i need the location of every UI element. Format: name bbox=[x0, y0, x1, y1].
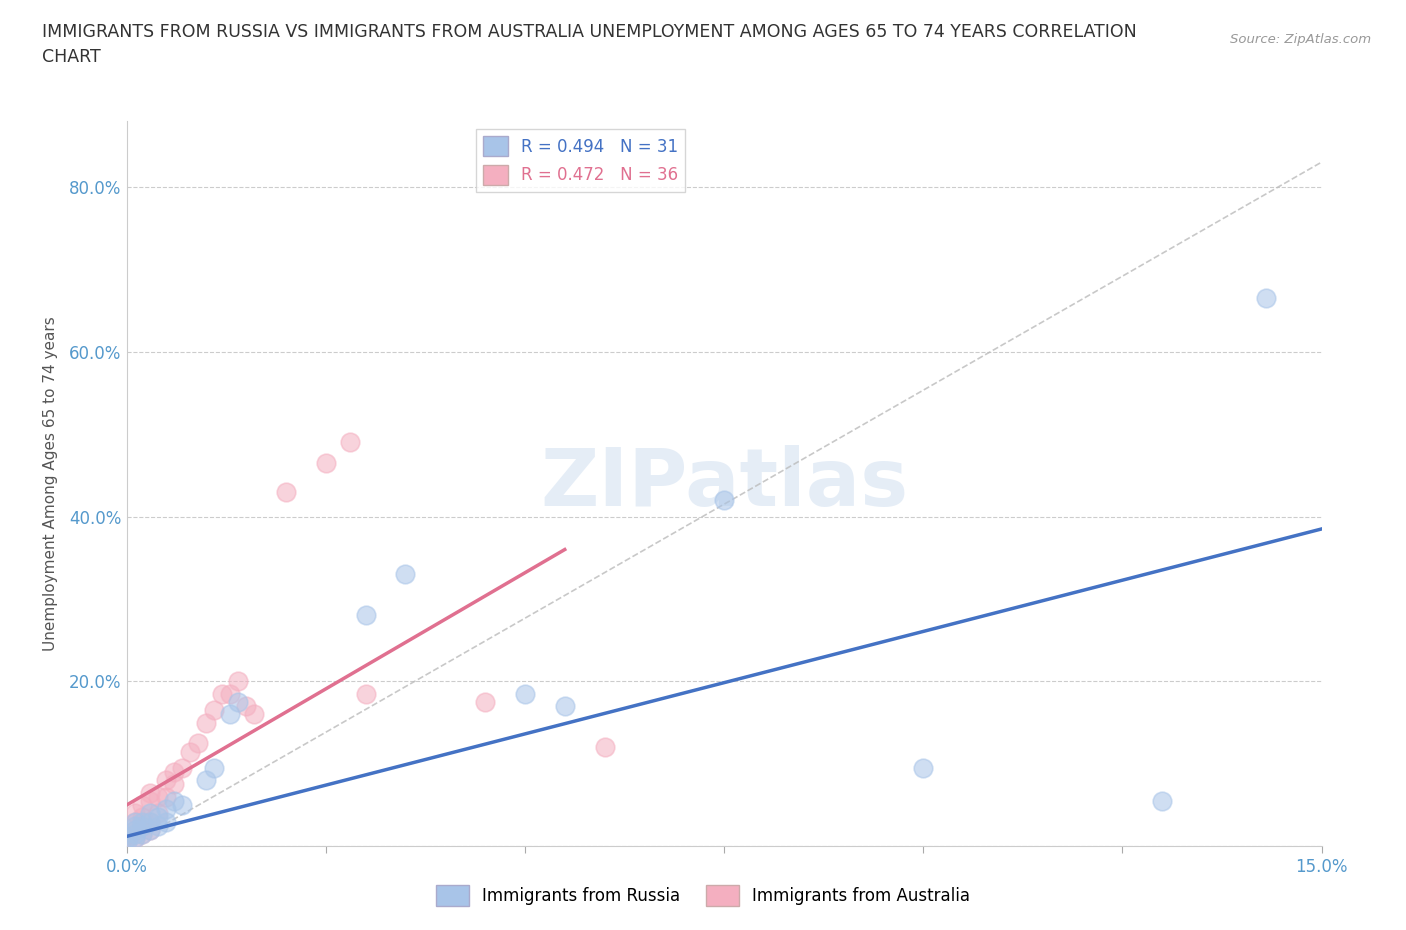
Y-axis label: Unemployment Among Ages 65 to 74 years: Unemployment Among Ages 65 to 74 years bbox=[44, 316, 58, 651]
Point bbox=[148, 810, 170, 825]
Point bbox=[474, 695, 496, 710]
Point bbox=[1254, 291, 1277, 306]
Point bbox=[163, 793, 186, 808]
Point bbox=[172, 761, 194, 776]
Point bbox=[115, 835, 138, 850]
Point bbox=[155, 790, 177, 804]
Point bbox=[139, 822, 162, 837]
Point bbox=[226, 695, 249, 710]
Point bbox=[315, 456, 337, 471]
Point bbox=[912, 761, 935, 776]
Point bbox=[394, 566, 416, 582]
Point bbox=[124, 814, 146, 829]
Legend: Immigrants from Russia, Immigrants from Australia: Immigrants from Russia, Immigrants from … bbox=[429, 879, 977, 912]
Point bbox=[131, 818, 153, 833]
Point bbox=[195, 773, 218, 788]
Point bbox=[139, 814, 162, 829]
Point bbox=[124, 830, 146, 845]
Text: IMMIGRANTS FROM RUSSIA VS IMMIGRANTS FROM AUSTRALIA UNEMPLOYMENT AMONG AGES 65 T: IMMIGRANTS FROM RUSSIA VS IMMIGRANTS FRO… bbox=[42, 23, 1137, 66]
Point bbox=[139, 814, 162, 829]
Point bbox=[148, 818, 170, 833]
Point bbox=[1152, 793, 1174, 808]
Point bbox=[139, 793, 162, 808]
Point bbox=[124, 806, 146, 821]
Point bbox=[226, 674, 249, 689]
Point bbox=[163, 764, 186, 779]
Point bbox=[593, 740, 616, 755]
Point bbox=[131, 827, 153, 842]
Point bbox=[354, 608, 377, 623]
Point bbox=[243, 707, 266, 722]
Point bbox=[155, 802, 177, 817]
Point bbox=[124, 822, 146, 837]
Point bbox=[219, 707, 242, 722]
Point bbox=[148, 790, 170, 804]
Point bbox=[124, 822, 146, 837]
Point bbox=[274, 485, 297, 499]
Point bbox=[155, 773, 177, 788]
Point bbox=[202, 703, 225, 718]
Point bbox=[155, 814, 177, 829]
Point bbox=[115, 830, 138, 845]
Point bbox=[124, 830, 146, 845]
Point bbox=[131, 810, 153, 825]
Point bbox=[195, 715, 218, 730]
Point bbox=[163, 777, 186, 792]
Point bbox=[124, 818, 146, 833]
Point bbox=[115, 835, 138, 850]
Point bbox=[139, 806, 162, 821]
Point bbox=[115, 830, 138, 845]
Point bbox=[513, 686, 536, 701]
Point bbox=[131, 798, 153, 813]
Point bbox=[172, 798, 194, 813]
Point bbox=[139, 785, 162, 800]
Text: ZIPatlas: ZIPatlas bbox=[540, 445, 908, 523]
Point bbox=[139, 822, 162, 837]
Text: Source: ZipAtlas.com: Source: ZipAtlas.com bbox=[1230, 33, 1371, 46]
Point bbox=[131, 818, 153, 833]
Point bbox=[713, 493, 735, 508]
Point bbox=[148, 806, 170, 821]
Point bbox=[124, 814, 146, 829]
Legend: R = 0.494   N = 31, R = 0.472   N = 36: R = 0.494 N = 31, R = 0.472 N = 36 bbox=[477, 129, 685, 192]
Point bbox=[211, 686, 233, 701]
Point bbox=[219, 686, 242, 701]
Point bbox=[124, 827, 146, 842]
Point bbox=[202, 761, 225, 776]
Point bbox=[354, 686, 377, 701]
Point bbox=[131, 827, 153, 842]
Point bbox=[235, 698, 257, 713]
Point bbox=[339, 435, 361, 450]
Point bbox=[187, 736, 209, 751]
Point bbox=[131, 814, 153, 829]
Point bbox=[179, 744, 201, 759]
Point bbox=[554, 698, 576, 713]
